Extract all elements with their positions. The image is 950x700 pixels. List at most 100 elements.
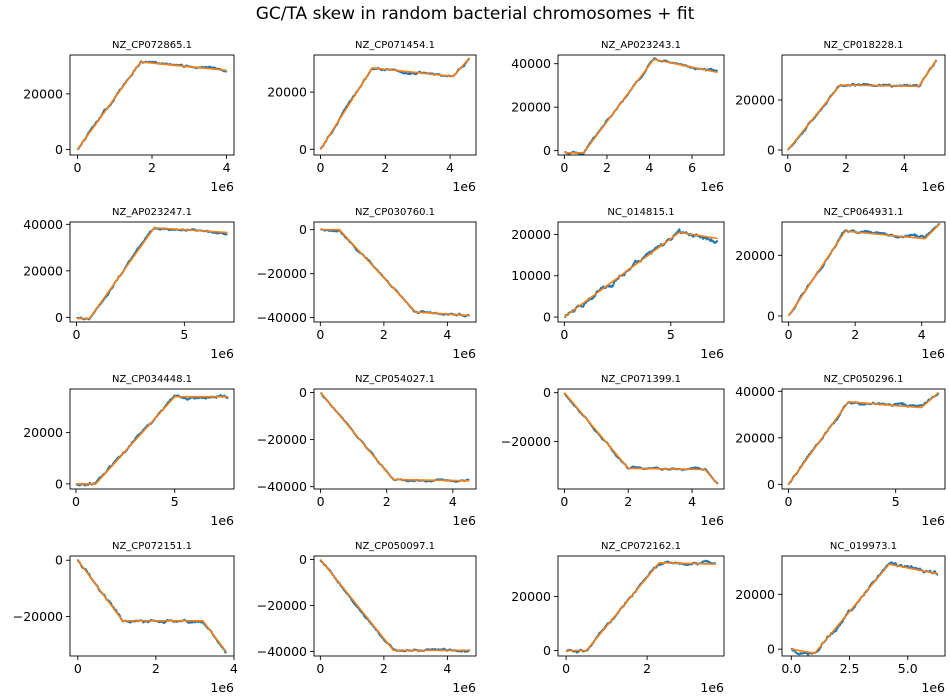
axes-frame [781,555,946,657]
x-tick-label: 0 [560,327,568,342]
x-offset-label: 1e6 [921,179,945,194]
subplot-title: NZ_AP023247.1 [112,207,192,218]
subplot-5: NZ_AP023247.1 0 5 0 20000 40000 1e6 [23,207,235,361]
fit-line [566,561,716,652]
fit-line [319,57,471,150]
data-line [565,559,717,654]
x-tick-label: 0 [784,160,792,175]
x-tick-label: 2 [383,494,391,509]
x-offset-label: 1e6 [452,680,476,695]
subplot-4: NZ_CP018228.1 0 2 4 0 20000 1e6 [735,40,946,194]
x-tick-label: 0 [74,661,82,676]
axes-frame [557,221,725,323]
fit-line [75,395,229,485]
subplot-1: NZ_CP072865.1 0 2 4 0 20000 1e6 [23,40,235,194]
fit-line [564,58,718,154]
fit-line [76,226,228,320]
x-offset-label: 1e6 [452,346,476,361]
subplot-7: NC_014815.1 0 5 0 10000 20000 1e6 [511,207,725,361]
y-tick-label: 0 [543,143,551,158]
axes-frame [557,388,725,490]
subplot-title: NZ_CP030760.1 [355,207,435,218]
data-line [319,228,471,318]
figure-title: GC/TA skew in random bacterial chromosom… [256,4,695,24]
y-tick-label: 20000 [23,425,63,440]
data-line [563,392,719,485]
y-tick-label: 0 [767,477,775,492]
axes-frame [557,555,725,657]
x-tick-label: 2 [380,327,388,342]
y-tick-label: 0 [299,142,307,157]
subplot-title: NZ_AP023243.1 [601,40,681,51]
y-tick-label: 0 [767,308,775,323]
x-offset-label: 1e6 [700,346,724,361]
fit-line [77,559,227,653]
x-tick-label: 2 [842,160,850,175]
x-offset-label: 1e6 [921,513,945,528]
data-line [75,393,229,487]
subplot-title: NZ_CP034448.1 [112,374,192,385]
x-tick-label: 4 [230,661,238,676]
y-tick-label: 20000 [511,589,551,604]
subplot-title: NZ_CP072151.1 [112,541,192,552]
x-offset-label: 1e6 [210,680,234,695]
subplot-12: NZ_CP050296.1 0 5 0 20000 40000 1e6 [735,374,946,528]
x-tick-label: 2 [624,494,632,509]
subplot-15: NZ_CP072162.1 0 2 0 20000 1e6 [511,541,725,695]
x-tick-label: 4 [646,160,654,175]
x-tick-label: 6 [688,160,696,175]
fit-line [787,59,937,151]
y-tick-label: 0 [543,385,551,400]
data-line [564,57,719,155]
y-tick-label: 40000 [23,217,63,232]
x-offset-label: 1e6 [452,513,476,528]
axes-frame [313,555,477,657]
data-line [319,559,471,653]
data-line [76,559,227,654]
data-line [319,57,471,150]
fit-line [787,391,940,485]
y-tick-label: −20000 [257,598,307,613]
x-tick-label: 2 [851,327,859,342]
x-offset-label: 1e6 [210,346,234,361]
subplot-14: NZ_CP050097.1 0 2 4 0 −20000 −40000 1e6 [257,541,477,695]
x-tick-label: 4 [449,494,457,509]
x-tick-label: 2.5 [840,661,860,676]
axes-frame [69,54,235,156]
x-tick-label: 2 [643,661,651,676]
x-tick-label: 4 [688,494,696,509]
axes-frame [781,221,946,323]
subplot-13: NZ_CP072151.1 0 2 4 0 −20000 1e6 [13,541,238,695]
subplot-title: NZ_CP054027.1 [355,374,435,385]
y-tick-label: 20000 [735,93,775,108]
subplot-title: NC_014815.1 [607,207,674,218]
subplot-10: NZ_CP054027.1 0 2 4 0 −20000 −40000 1e6 [257,374,477,528]
fit-line [319,558,470,652]
y-tick-label: 20000 [23,86,63,101]
x-tick-label: 0.0 [781,661,801,676]
subplot-3: NZ_AP023243.1 0 2 4 6 0 20000 40000 1e6 [511,40,725,194]
fit-line [563,392,719,485]
y-tick-label: 0 [767,642,775,657]
x-tick-label: 0 [562,661,570,676]
x-tick-label: 0 [560,160,568,175]
axes-frame [313,388,477,490]
y-tick-label: 0 [299,222,307,237]
y-tick-label: 20000 [23,263,63,278]
x-tick-label: 5 [667,327,675,342]
subplot-title: NZ_CP050296.1 [823,374,903,385]
subplot-11: NZ_CP071399.1 0 2 4 0 −20000 1e6 [501,374,725,528]
axes-frame [69,221,235,323]
data-line [790,561,939,656]
subplot-title: NZ_CP050097.1 [355,541,435,552]
x-tick-label: 0 [785,327,793,342]
y-tick-label: −20000 [257,432,307,447]
x-tick-label: 0 [316,327,324,342]
x-tick-label: 0 [317,494,325,509]
y-tick-label: 40000 [511,56,551,71]
y-tick-label: 0 [299,385,307,400]
x-tick-label: 0 [73,160,81,175]
data-line [319,391,470,483]
fit-line [76,61,227,150]
